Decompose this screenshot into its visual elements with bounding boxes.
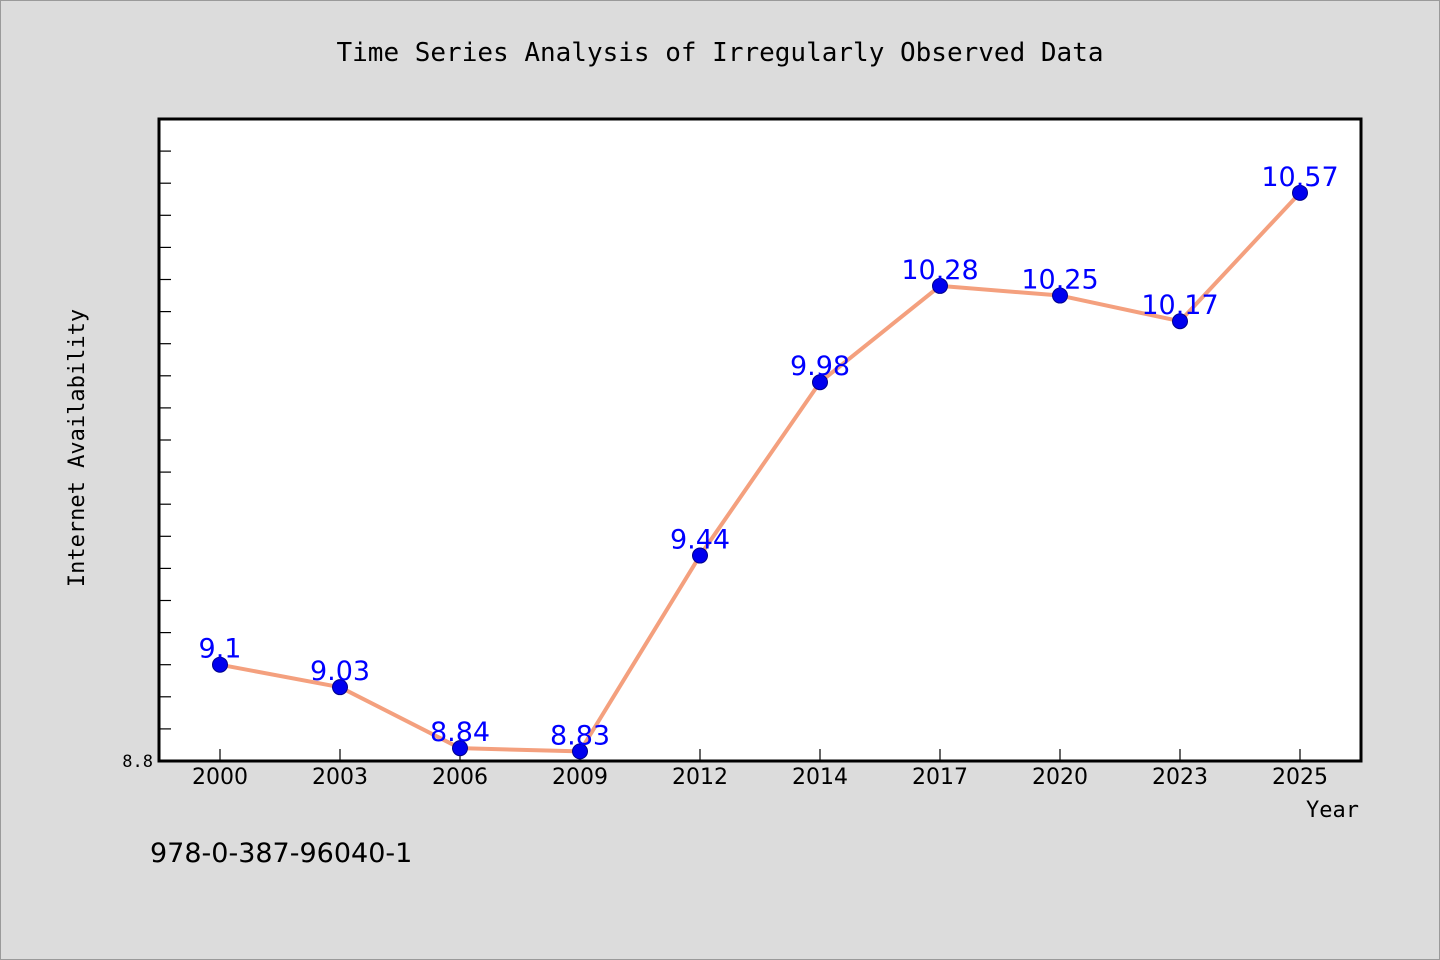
data-point [932,277,948,294]
x-tick-label: 2003 [312,765,368,790]
data-point [332,679,348,696]
series-line [219,191,1302,754]
isbn-text: 978-0-387-96040-1 [150,838,412,869]
x-tick-label: 2000 [192,765,248,790]
x-tick-label: 2023 [1152,765,1208,790]
data-label: 10.25 [1021,265,1098,296]
plot-area [157,117,1363,763]
data-label: 9.44 [670,525,730,556]
y-tick-label: 8.8 [122,752,153,772]
chart-title: Time Series Analysis of Irregularly Obse… [336,38,1103,68]
data-label: 8.83 [550,720,610,751]
data-label: 9.98 [790,351,850,382]
x-tick-label: 2014 [792,765,848,790]
data-point [1292,184,1308,201]
data-labels: 9.1 9.03 8.84 8.83 9.44 9.98 10.28 10.25 10.17 10… [199,162,1339,752]
data-label: 8.84 [430,717,490,748]
x-tick-label: 2017 [912,765,968,790]
data-label: 10.28 [901,255,978,286]
x-tick-label: 2012 [672,765,728,790]
data-point [812,374,828,391]
data-label: 9.03 [310,656,370,687]
x-tick-label: 2025 [1272,765,1328,790]
y-axis-title: Internet Availability [65,309,90,587]
x-tick-label: 2020 [1032,765,1088,790]
data-point [452,740,468,757]
data-point [572,743,588,760]
x-tick-label: 2009 [552,765,608,790]
data-point [1172,313,1188,330]
data-label: 10.57 [1261,162,1338,193]
data-point [1052,287,1068,304]
data-point [692,547,708,564]
x-axis-title: Year [1306,798,1359,823]
x-tick-label: 2006 [432,765,488,790]
series-markers [212,184,1308,760]
x-axis-ticks: 2000 2003 2006 2009 2012 2014 2017 2020 2023 2025 [192,749,1328,790]
data-label: 10.17 [1141,290,1218,321]
data-point [212,656,228,673]
y-axis-ticks: 8.8 [122,150,171,772]
data-label: 9.1 [199,634,242,665]
